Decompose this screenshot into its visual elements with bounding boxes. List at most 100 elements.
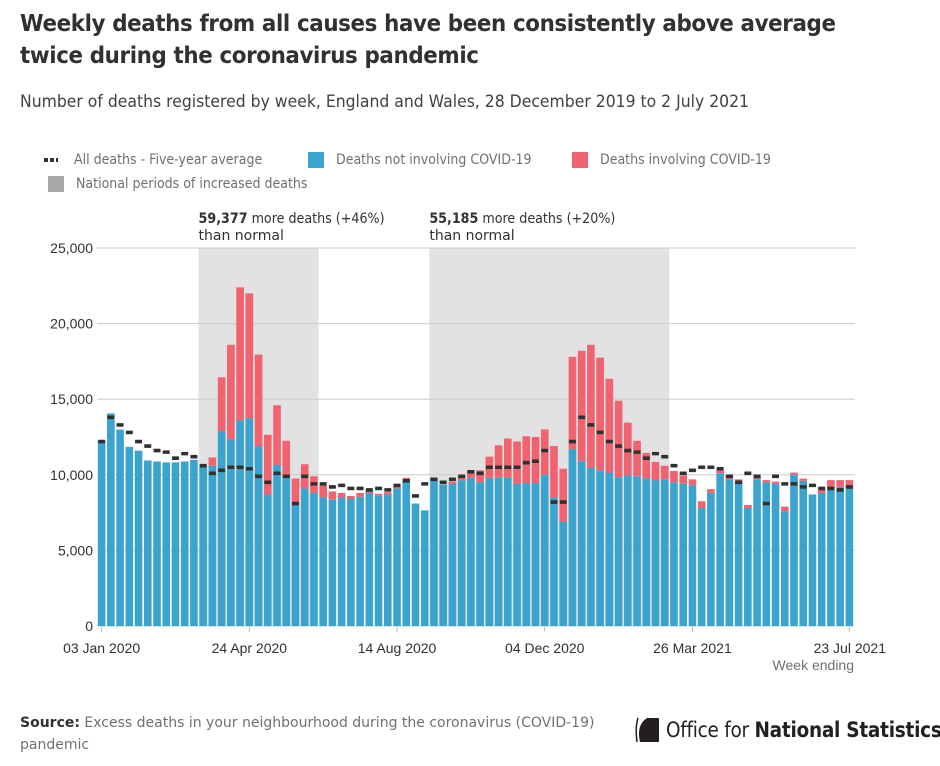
average-marker: [448, 477, 456, 482]
annotation-text: more deaths (+20%): [478, 211, 615, 227]
bar-non-covid: [596, 470, 604, 626]
bar-non-covid: [605, 472, 614, 626]
average-marker: [190, 454, 198, 459]
average-marker: [144, 444, 152, 448]
average-marker: [799, 485, 807, 489]
y-tick-label: 20,000: [50, 316, 93, 332]
average-marker: [605, 439, 613, 444]
bar-non-covid: [753, 479, 761, 626]
average-marker: [264, 480, 272, 485]
y-tick-label: 15,000: [50, 391, 93, 407]
average-marker: [273, 471, 281, 476]
chart-plot: 59,377 more deaths (+46%)than normal55,1…: [50, 211, 886, 673]
bar-non-covid: [411, 503, 420, 626]
bar-covid: [845, 480, 854, 487]
bar-covid: [245, 293, 254, 419]
average-marker: [411, 494, 419, 498]
bar-non-covid: [97, 440, 106, 626]
bar-non-covid: [577, 461, 586, 626]
bar-non-covid: [162, 462, 171, 626]
bar-non-covid: [633, 476, 641, 626]
bar-non-covid: [494, 477, 503, 626]
y-tick-label: 5,000: [58, 542, 93, 558]
source-link[interactable]: Excess deaths in your neighbourhood duri…: [20, 715, 595, 753]
legend-item-average[interactable]: All deaths - Five-year average: [44, 152, 283, 168]
bar-non-covid: [199, 465, 207, 626]
blue-swatch-icon: [308, 152, 324, 168]
bar-covid: [614, 400, 623, 478]
bar-covid: [448, 481, 457, 484]
y-tick-label: 25,000: [50, 240, 93, 256]
bar-non-covid: [383, 494, 392, 626]
bar-covid: [254, 354, 263, 447]
average-marker: [827, 486, 835, 491]
bar-non-covid: [208, 465, 217, 626]
average-marker: [301, 474, 309, 479]
bar-non-covid: [365, 492, 374, 626]
bar-covid: [356, 492, 364, 497]
x-tick-label: 03 Jan 2020: [63, 640, 140, 656]
bar-covid: [337, 492, 346, 498]
bar-non-covid: [420, 510, 429, 626]
bar-covid: [799, 478, 808, 481]
average-marker: [596, 430, 604, 435]
bar-non-covid: [568, 449, 577, 626]
average-marker: [245, 466, 253, 471]
average-marker: [504, 465, 512, 470]
average-marker: [818, 486, 826, 491]
bar-non-covid: [734, 482, 743, 626]
bar-non-covid: [300, 488, 309, 626]
average-marker: [171, 456, 179, 460]
average-marker: [836, 488, 844, 492]
bar-non-covid: [679, 483, 688, 626]
bar-non-covid: [236, 420, 244, 626]
legend-item-non-covid[interactable]: Deaths not involving COVID-19: [308, 152, 553, 168]
dash-marker-icon: [44, 158, 58, 162]
legend-item-covid[interactable]: Deaths involving COVID-19: [572, 152, 790, 168]
average-marker: [375, 486, 383, 491]
average-marker: [753, 474, 761, 479]
average-marker: [393, 483, 401, 488]
average-marker: [781, 482, 789, 486]
bar-covid: [503, 438, 512, 478]
bar-non-covid: [393, 488, 401, 626]
legend-item-periods[interactable]: National periods of increased deaths: [48, 176, 333, 192]
bar-covid: [217, 377, 226, 431]
bar-covid: [697, 501, 706, 509]
average-marker: [116, 423, 124, 427]
bar-non-covid: [808, 494, 817, 626]
bar-covid: [263, 434, 272, 495]
bar-non-covid: [559, 521, 568, 626]
x-tick-label: 26 Mar 2021: [653, 640, 732, 656]
ons-logo[interactable]: Office for National Statistics: [634, 717, 940, 743]
bar-non-covid: [725, 479, 734, 626]
average-marker: [808, 483, 816, 488]
x-tick-label: 24 Apr 2020: [212, 640, 288, 656]
chart-subtitle: Number of deaths registered by week, Eng…: [20, 92, 750, 112]
bar-covid: [208, 457, 217, 466]
bar-covid: [679, 475, 688, 484]
annotation-count: 59,377: [199, 211, 248, 227]
average-marker: [624, 448, 632, 453]
bar-covid: [642, 452, 651, 479]
average-marker: [384, 488, 392, 492]
bar-non-covid: [799, 480, 808, 626]
bar-non-covid: [153, 461, 161, 626]
average-marker: [707, 465, 715, 470]
average-marker: [439, 480, 447, 485]
average-marker: [568, 439, 576, 444]
bar-covid: [670, 471, 678, 483]
average-marker: [291, 501, 299, 506]
bar-non-covid: [337, 497, 346, 626]
average-marker: [495, 465, 503, 470]
average-marker: [135, 439, 143, 444]
average-marker: [762, 501, 770, 506]
average-marker: [541, 448, 549, 453]
bar-non-covid: [817, 492, 826, 626]
bar-non-covid: [439, 484, 448, 626]
average-marker: [559, 500, 567, 504]
bar-non-covid: [310, 492, 318, 626]
bar-covid: [227, 344, 235, 440]
bar-non-covid: [503, 477, 512, 626]
average-marker: [227, 465, 235, 470]
